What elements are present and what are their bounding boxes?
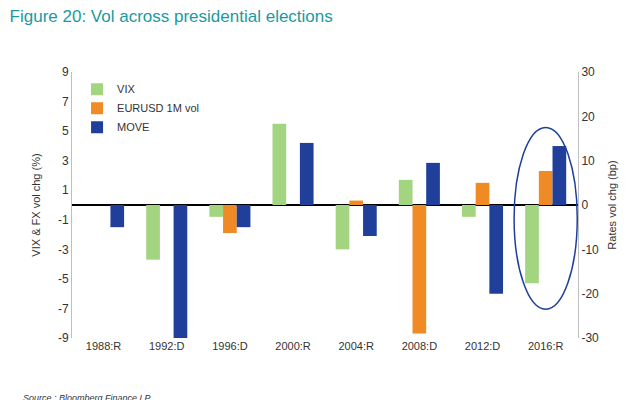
svg-text:-9: -9: [58, 331, 69, 345]
svg-text:2016:R: 2016:R: [528, 340, 564, 352]
svg-text:10: 10: [581, 154, 595, 168]
svg-text:-5: -5: [58, 272, 69, 286]
svg-text:-3: -3: [58, 243, 69, 257]
svg-text:MOVE: MOVE: [117, 121, 149, 133]
svg-text:30: 30: [581, 65, 595, 79]
svg-text:-10: -10: [581, 243, 599, 257]
svg-text:2000:R: 2000:R: [275, 340, 311, 352]
svg-text:-7: -7: [58, 302, 69, 316]
svg-text:Rates vol chg (bp): Rates vol chg (bp): [606, 160, 618, 249]
svg-text:VIX: VIX: [117, 83, 135, 95]
svg-text:EURUSD 1M vol: EURUSD 1M vol: [117, 102, 199, 114]
svg-text:1992:D: 1992:D: [149, 340, 185, 352]
svg-text:Source : Bloomberg Finance LP: Source : Bloomberg Finance LP: [23, 393, 151, 400]
svg-text:5: 5: [62, 124, 69, 138]
svg-text:1: 1: [62, 183, 69, 197]
svg-text:-20: -20: [581, 287, 599, 301]
svg-text:2012:D: 2012:D: [465, 340, 501, 352]
svg-text:Figure 20: Vol across presiden: Figure 20: Vol across presidential elect…: [10, 7, 333, 26]
svg-text:7: 7: [62, 95, 69, 109]
svg-text:-1: -1: [58, 213, 69, 227]
svg-text:9: 9: [62, 65, 69, 79]
svg-text:1996:D: 1996:D: [212, 340, 248, 352]
svg-text:VIX & FX vol chg (%): VIX & FX vol chg (%): [30, 153, 42, 256]
svg-text:2008:D: 2008:D: [402, 340, 438, 352]
svg-text:-30: -30: [581, 331, 599, 345]
svg-text:2004:R: 2004:R: [338, 340, 374, 352]
svg-text:0: 0: [581, 198, 588, 212]
svg-text:3: 3: [62, 154, 69, 168]
svg-text:20: 20: [581, 110, 595, 124]
svg-text:1988:R: 1988:R: [86, 340, 122, 352]
